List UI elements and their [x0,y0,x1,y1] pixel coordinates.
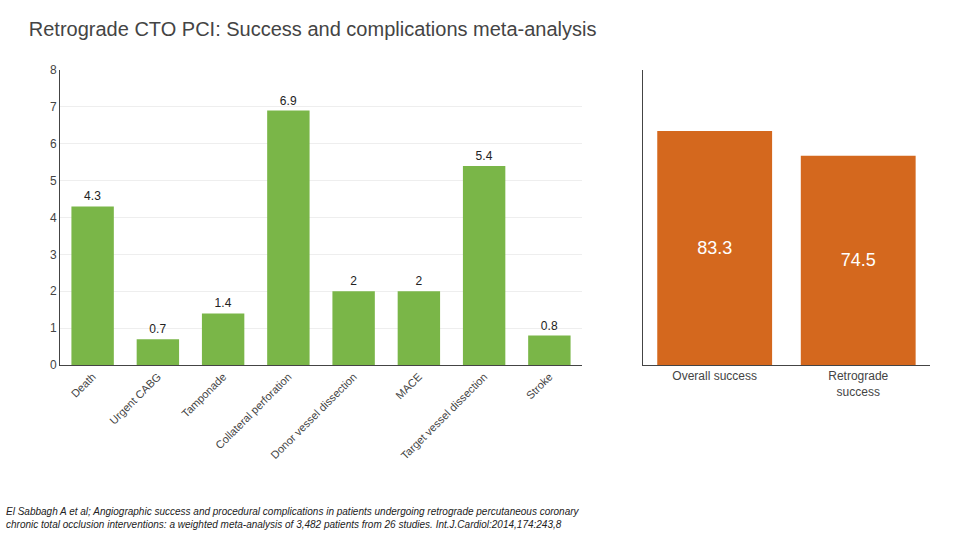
svg-text:1.4: 1.4 [215,296,232,310]
svg-text:Stroke: Stroke [524,371,555,402]
svg-text:4: 4 [50,211,57,225]
svg-text:0.8: 0.8 [541,319,558,333]
svg-text:0.7: 0.7 [149,322,166,336]
svg-text:0: 0 [50,358,57,372]
svg-text:2: 2 [415,274,422,288]
svg-text:83.3: 83.3 [697,238,732,258]
svg-text:1: 1 [50,321,57,335]
svg-text:5: 5 [50,174,57,188]
svg-text:4.3: 4.3 [84,189,101,203]
svg-text:6: 6 [50,137,57,151]
svg-text:5.4: 5.4 [476,149,493,163]
svg-text:Target vessel dissection: Target vessel dissection [398,371,489,462]
svg-text:Overall success: Overall success [672,369,757,383]
svg-text:Collateral perforation: Collateral perforation [213,371,294,452]
svg-text:8: 8 [50,63,57,77]
svg-text:El Sabbagh A et al; Angiograph: El Sabbagh A et al; Angiographic success… [6,506,580,530]
svg-text:Urgent CABG: Urgent CABG [107,371,163,427]
svg-text:3: 3 [50,248,57,262]
svg-text:Retrograde CTO PCI: Success an: Retrograde CTO PCI: Success and complica… [29,18,597,40]
svg-text:2: 2 [50,284,57,298]
svg-text:Retrogradesuccess: Retrogradesuccess [828,369,888,399]
svg-text:Donor vessel dissection: Donor vessel dissection [268,371,359,462]
svg-text:Tamponade: Tamponade [179,371,228,420]
svg-text:Death: Death [69,371,98,400]
svg-text:MACE: MACE [393,371,424,402]
svg-text:74.5: 74.5 [841,250,876,270]
svg-text:2: 2 [350,274,357,288]
svg-text:7: 7 [50,100,57,114]
svg-text:6.9: 6.9 [280,94,297,108]
